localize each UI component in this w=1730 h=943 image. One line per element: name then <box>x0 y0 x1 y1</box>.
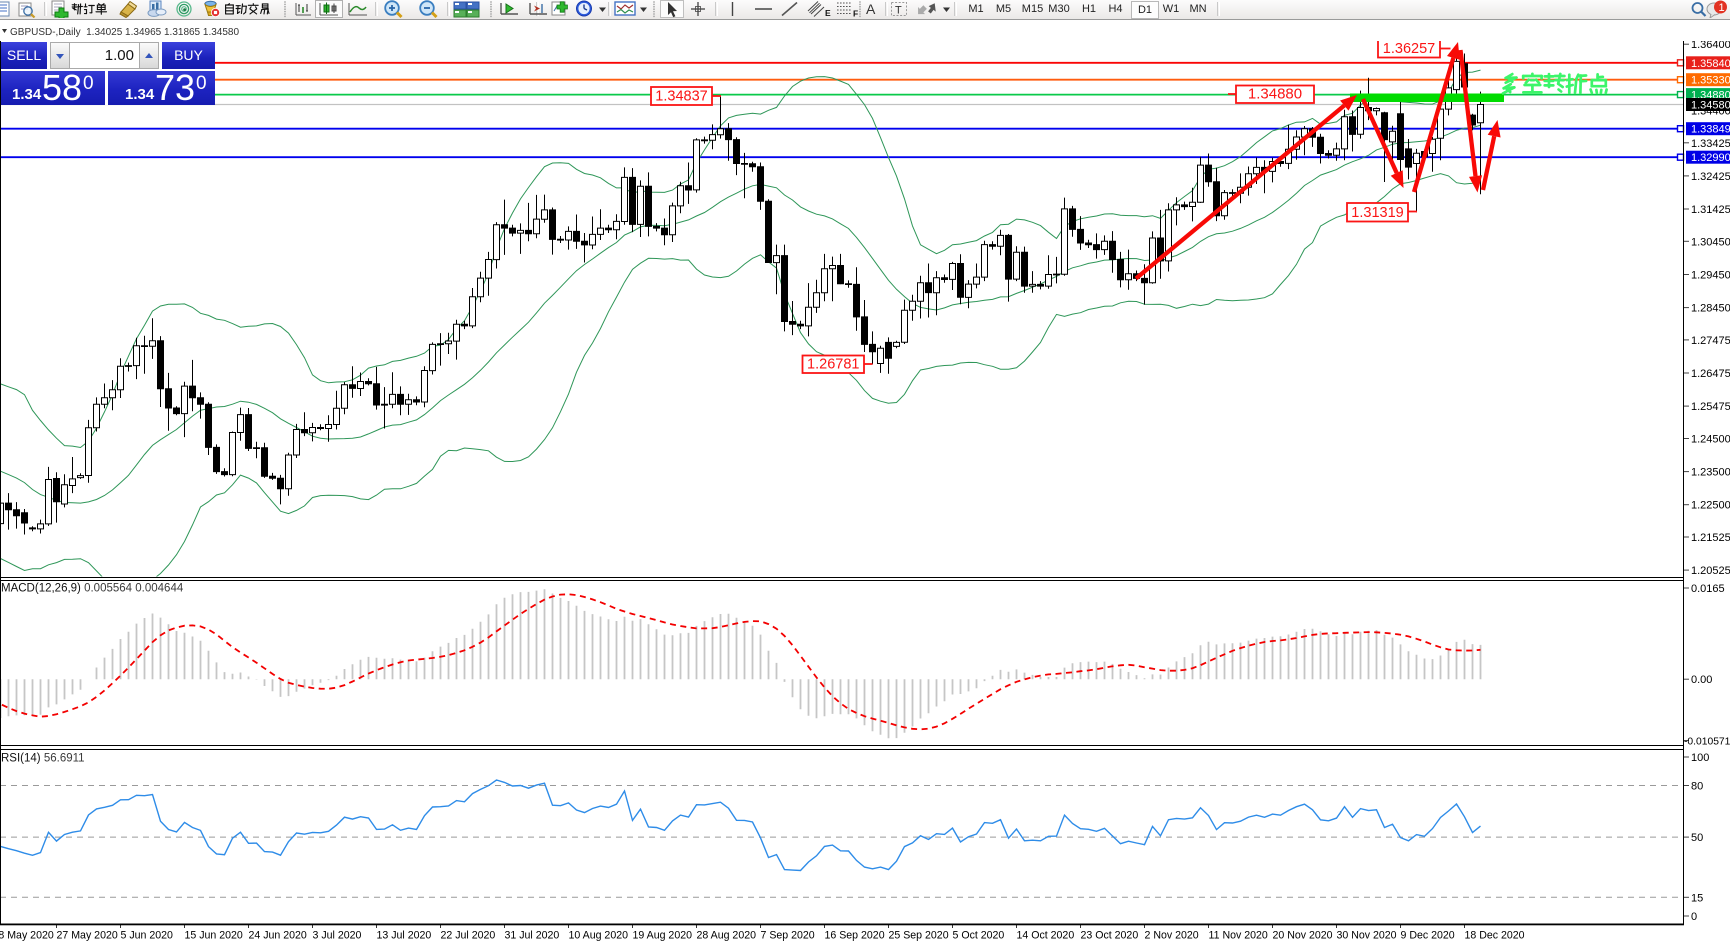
svg-text:27 May 2020: 27 May 2020 <box>57 930 118 942</box>
svg-text:11 Nov 2020: 11 Nov 2020 <box>1209 930 1268 942</box>
svg-text:T: T <box>895 5 902 17</box>
svg-text:1.32990: 1.32990 <box>1691 152 1730 164</box>
svg-text:1.26781: 1.26781 <box>807 357 859 373</box>
svg-text:RSI(14) 56.6911: RSI(14) 56.6911 <box>1 753 85 765</box>
svg-text:F: F <box>853 9 858 19</box>
svg-text:0: 0 <box>1691 911 1697 923</box>
svg-text:1.31425: 1.31425 <box>1691 204 1730 216</box>
svg-text:23 Oct 2020: 23 Oct 2020 <box>1081 930 1139 942</box>
svg-text:30 Nov 2020: 30 Nov 2020 <box>1337 930 1397 942</box>
svg-text:1.35330: 1.35330 <box>1691 75 1730 87</box>
svg-text:MACD(12,26,9) 0.005564 0.00464: MACD(12,26,9) 0.005564 0.004644 <box>1 583 184 595</box>
svg-text:15: 15 <box>1691 892 1703 904</box>
svg-text:-0.010571: -0.010571 <box>1684 737 1730 748</box>
svg-text:10 Aug 2020: 10 Aug 2020 <box>569 930 629 942</box>
svg-text:20 Nov 2020: 20 Nov 2020 <box>1273 930 1333 942</box>
svg-text:25 Sep 2020: 25 Sep 2020 <box>889 930 949 942</box>
svg-text:1.34580: 1.34580 <box>1691 100 1730 112</box>
svg-text:80: 80 <box>1691 781 1703 793</box>
svg-text:3 Jul 2020: 3 Jul 2020 <box>313 930 362 942</box>
svg-text:16 Sep 2020: 16 Sep 2020 <box>825 930 885 942</box>
svg-text:1.26475: 1.26475 <box>1691 368 1730 380</box>
svg-text:50: 50 <box>1691 832 1703 844</box>
svg-text:1.36400: 1.36400 <box>1691 39 1730 51</box>
svg-text:15 Jun 2020: 15 Jun 2020 <box>185 930 243 942</box>
svg-text:1.30450: 1.30450 <box>1691 236 1730 248</box>
svg-text:18 May 2020: 18 May 2020 <box>0 930 54 942</box>
svg-text:24 Jun 2020: 24 Jun 2020 <box>249 930 307 942</box>
svg-text:1.24500: 1.24500 <box>1691 434 1730 446</box>
svg-text:1: 1 <box>1719 2 1725 14</box>
svg-text:13 Jul 2020: 13 Jul 2020 <box>377 930 432 942</box>
svg-text:7 Sep 2020: 7 Sep 2020 <box>761 930 815 942</box>
svg-text:1.28450: 1.28450 <box>1691 303 1730 315</box>
svg-text:1.32425: 1.32425 <box>1691 171 1730 183</box>
svg-text:1.35840: 1.35840 <box>1691 58 1730 70</box>
svg-text:5 Oct 2020: 5 Oct 2020 <box>953 930 1005 942</box>
svg-text:18 Dec 2020: 18 Dec 2020 <box>1465 930 1525 942</box>
svg-text:5 Jun 2020: 5 Jun 2020 <box>121 930 174 942</box>
svg-text:1.29450: 1.29450 <box>1691 270 1730 282</box>
svg-text:28 Aug 2020: 28 Aug 2020 <box>697 930 757 942</box>
svg-text:31 Jul 2020: 31 Jul 2020 <box>505 930 560 942</box>
svg-text:0.00: 0.00 <box>1691 674 1712 686</box>
svg-text:100: 100 <box>1691 752 1709 764</box>
svg-text:9 Dec 2020: 9 Dec 2020 <box>1401 930 1455 942</box>
svg-text:14 Oct 2020: 14 Oct 2020 <box>1017 930 1075 942</box>
svg-text:1.34837: 1.34837 <box>655 89 707 105</box>
svg-text:1.20525: 1.20525 <box>1691 565 1730 577</box>
svg-text:1.33425: 1.33425 <box>1691 138 1730 150</box>
svg-text:1.23500: 1.23500 <box>1691 467 1730 479</box>
svg-text:1.21525: 1.21525 <box>1691 532 1730 544</box>
svg-text:1.25475: 1.25475 <box>1691 401 1730 413</box>
svg-text:1.22500: 1.22500 <box>1691 500 1730 512</box>
svg-text:22 Jul 2020: 22 Jul 2020 <box>441 930 496 942</box>
svg-text:1.31319: 1.31319 <box>1351 205 1403 221</box>
svg-text:0.0165: 0.0165 <box>1691 583 1725 595</box>
svg-text:1.34880: 1.34880 <box>1248 86 1302 103</box>
svg-text:2 Nov 2020: 2 Nov 2020 <box>1145 930 1199 942</box>
svg-text:19 Aug 2020: 19 Aug 2020 <box>633 930 693 942</box>
svg-text:1.33849: 1.33849 <box>1691 124 1730 136</box>
svg-text:1.36257: 1.36257 <box>1383 41 1435 57</box>
svg-text:E: E <box>825 8 831 18</box>
svg-text:1.27475: 1.27475 <box>1691 335 1730 347</box>
